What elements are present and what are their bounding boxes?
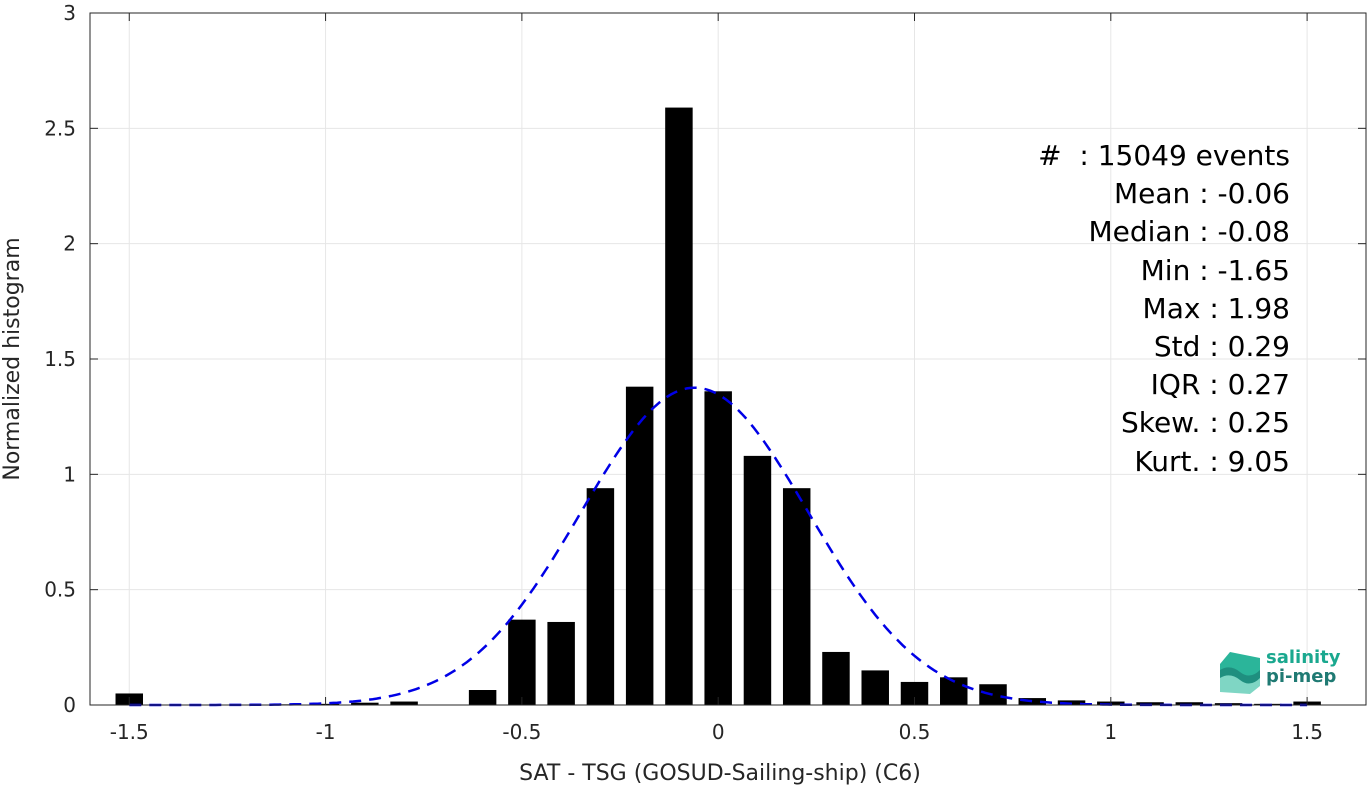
x-tick-label: -1.5: [110, 720, 149, 744]
histogram-bar: [468, 690, 497, 705]
stat-iqr: IQR : 0.27: [1150, 368, 1290, 402]
x-axis-label: SAT - TSG (GOSUD-Sailing-ship) (C6): [519, 761, 921, 786]
histogram-bar: [782, 488, 811, 705]
stat-events: # : 15049 events: [1038, 139, 1290, 172]
stat-kurt: Kurt. : 9.05: [1134, 444, 1290, 478]
histogram-bar: [1175, 702, 1204, 705]
stat-mean: Mean : -0.06: [1114, 177, 1290, 211]
salinity-pi-mep-logo: salinity pi-mep: [1216, 646, 1346, 696]
stat-max: Max : 1.98: [1142, 291, 1290, 325]
statistics-box: # : 15049 events Mean : -0.06 Median : -…: [960, 137, 1290, 481]
histogram-bar: [351, 702, 379, 705]
x-tick-label: 1.5: [1291, 720, 1323, 744]
y-tick-label: 1.5: [44, 347, 76, 371]
x-tick-label: 0.5: [899, 720, 931, 744]
histogram-bar: [625, 386, 654, 705]
histogram-bar: [547, 621, 575, 705]
x-tick-label: 0: [712, 720, 725, 744]
y-axis-label: Normalized histogram: [0, 237, 25, 480]
logo-waves-icon: [1220, 652, 1260, 694]
histogram-bar: [704, 391, 732, 705]
histogram-bar: [1136, 702, 1164, 705]
histogram-bars: [115, 107, 1321, 706]
histogram-bar: [743, 455, 772, 705]
logo-line2: pi-mep: [1266, 666, 1337, 687]
y-tick-label: 2: [63, 232, 76, 256]
y-tick-label: 1: [63, 462, 76, 486]
histogram-bar: [861, 670, 889, 705]
x-tick-label: -1: [316, 720, 336, 744]
histogram-bar: [390, 701, 418, 705]
histogram-bar: [1018, 698, 1047, 705]
histogram-bar: [586, 488, 615, 705]
histogram-bar: [665, 107, 693, 705]
histogram-bar: [508, 619, 536, 705]
y-tick-label: 0: [63, 693, 76, 717]
histogram-bar: [822, 651, 850, 705]
y-tick-label: 2.5: [44, 116, 76, 140]
stat-std: Std : 0.29: [1153, 330, 1290, 364]
y-tick-label: 0.5: [44, 578, 76, 602]
stat-median: Median : -0.08: [1088, 215, 1290, 249]
x-tick-label: 1: [1104, 720, 1117, 744]
histogram-bar: [900, 681, 929, 705]
x-tick-label: -0.5: [502, 720, 541, 744]
histogram-bar: [979, 684, 1007, 705]
logo-line1: salinity: [1266, 647, 1341, 668]
axis-ticks: -1.5 -1 -0.5 0 0.5 1 1.5 0 0.5 1 1.5 2 2.5 3: [44, 1, 1366, 744]
stat-skew: Skew. : 0.25: [1120, 406, 1290, 440]
stat-min: Min : -1.65: [1140, 253, 1290, 287]
logo-text: salinity pi-mep: [1266, 648, 1341, 686]
y-tick-label: 3: [63, 1, 76, 25]
